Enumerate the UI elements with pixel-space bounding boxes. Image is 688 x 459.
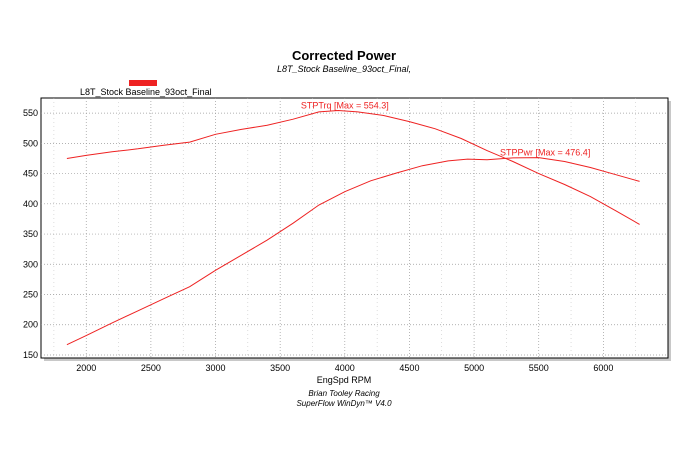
chart-subtitle: L8T_Stock Baseline_93oct_Final, — [276, 64, 412, 74]
series-line-stppwr — [66, 157, 640, 346]
y-tick-label: 150 — [23, 350, 38, 360]
y-tick-label: 250 — [23, 290, 38, 300]
chart-title: Corrected Power — [291, 48, 397, 63]
x-tick-label: 4500 — [399, 363, 419, 373]
y-tick-label: 350 — [23, 229, 38, 239]
x-tick-label: 3000 — [206, 363, 226, 373]
legend-label: L8T_Stock Baseline_93oct_Final — [80, 87, 212, 97]
footer-company: Brian Tooley Racing — [308, 389, 380, 398]
series-line-stptrq — [66, 109, 640, 225]
footer-software: SuperFlow WinDyn™ V4.0 — [296, 399, 392, 408]
x-tick-label: 3500 — [270, 363, 290, 373]
x-tick-label: 5500 — [529, 363, 549, 373]
x-tick-label: 2500 — [141, 363, 161, 373]
y-tick-label: 500 — [23, 138, 38, 148]
y-tick-label: 450 — [23, 169, 38, 179]
x-axis-label: EngSpd RPM — [316, 375, 372, 385]
plot-frame — [40, 97, 669, 359]
x-tick-label: 4000 — [335, 363, 355, 373]
y-tick-label: 550 — [23, 108, 38, 118]
y-tick-label: 400 — [23, 199, 38, 209]
legend-swatch — [129, 80, 157, 86]
y-tick-label: 300 — [23, 259, 38, 269]
y-tick-label: 200 — [23, 320, 38, 330]
x-tick-label: 6000 — [593, 363, 613, 373]
series-max-annotation: STPTrq [Max = 554.3] — [301, 100, 389, 110]
series-max-annotation: STPPwr [Max = 476.4] — [500, 147, 590, 157]
x-tick-label: 2000 — [76, 363, 96, 373]
x-tick-label: 5000 — [464, 363, 484, 373]
